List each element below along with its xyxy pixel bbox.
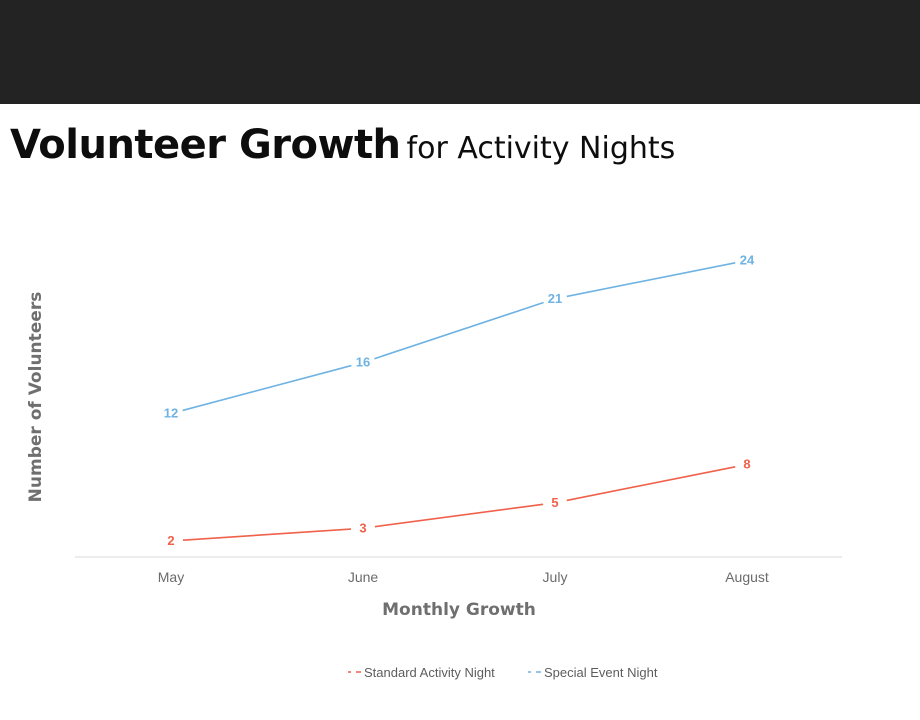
x-tick-label: July [543, 569, 568, 585]
x-tick-label: August [725, 569, 769, 585]
series-line-segment [566, 466, 736, 502]
data-label: 12 [164, 406, 178, 421]
y-axis-title: Number of Volunteers [26, 292, 46, 503]
x-axis-title: Monthly Growth [382, 600, 536, 620]
series-line-segment [566, 262, 736, 298]
x-tick-labels: May June July August [158, 569, 769, 585]
data-label: 24 [740, 253, 755, 268]
series-line-segment [374, 301, 544, 360]
page-title: Volunteer Growth for Activity Nights [10, 122, 675, 168]
title-light: for Activity Nights [406, 131, 676, 166]
data-label: 8 [743, 457, 750, 472]
x-tick-label: June [348, 569, 379, 585]
header-bar [0, 0, 920, 104]
data-label: 5 [551, 495, 558, 510]
data-label: 16 [356, 355, 370, 370]
legend-label: Standard Activity Night [364, 665, 495, 680]
series-line-segment [374, 503, 544, 528]
legend: Standard Activity Night Special Event Nig… [348, 665, 658, 680]
title-bold: Volunteer Growth [10, 122, 401, 168]
data-labels-layer: 2 3 5 8 12 16 21 24 [164, 253, 755, 549]
series-layer [182, 262, 736, 542]
series-line-segment [182, 364, 352, 412]
data-label: 21 [548, 291, 562, 306]
x-tick-label: May [158, 569, 184, 585]
data-label: 2 [167, 533, 174, 548]
legend-label: Special Event Night [544, 665, 658, 680]
data-label: 3 [359, 520, 366, 535]
series-line-segment [182, 528, 352, 542]
